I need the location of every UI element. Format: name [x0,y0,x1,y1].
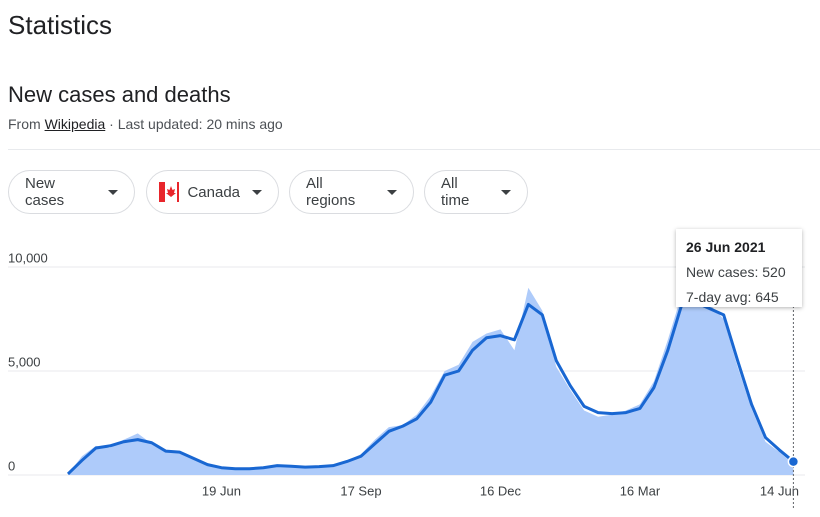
divider [8,149,820,150]
x-tick-label: 14 Jun [760,483,799,498]
source-line: From Wikipedia · Last updated: 20 mins a… [8,116,283,132]
x-tick-label: 16 Dec [480,483,522,498]
region-filter[interactable]: All regions [289,170,414,214]
tooltip-value: 520 [762,264,786,280]
tooltip-avg: 7-day avg: 645 [686,285,792,310]
caret [108,189,118,195]
tooltip-date: 26 Jun 2021 [686,239,766,255]
source-prefix: From [8,116,41,132]
filter-label: Canada [187,183,240,201]
section-title: New cases and deaths [8,82,231,107]
caret [501,189,511,195]
tooltip-value: 645 [755,289,779,305]
avg-line [66,300,795,476]
filter-label: New cases [25,175,65,209]
flag [159,182,180,202]
source-link[interactable]: Wikipedia [44,116,106,132]
hover-dot [787,455,800,468]
updated: · Last updated: 20 mins ago [109,116,283,132]
caret [387,189,397,195]
tooltip-label: New cases: [686,264,759,280]
x-tick-label: 19 Jun [202,483,241,498]
y-tick-label: 10,000 [8,250,48,265]
filter-label: All regions [306,175,356,209]
country-filter[interactable]: Canada [146,170,279,214]
tooltip: 26 Jun 2021 New cases: 520 7-day avg: 64… [676,229,802,307]
tooltip-label: 7-day avg: [686,289,752,305]
tooltip-cases: New cases: 520 [686,260,792,285]
page-title: Statistics [8,10,113,40]
metric-filter[interactable]: New cases [8,170,135,214]
y-tick-label: 5,000 [8,354,41,369]
filter-label: All time [441,175,470,209]
caret [252,189,262,195]
x-tick-label: 16 Mar [620,483,661,498]
cases-area [68,287,794,475]
time-filter[interactable]: All time [424,170,528,214]
x-tick-label: 17 Sep [340,483,381,498]
y-tick-label: 0 [8,458,15,473]
